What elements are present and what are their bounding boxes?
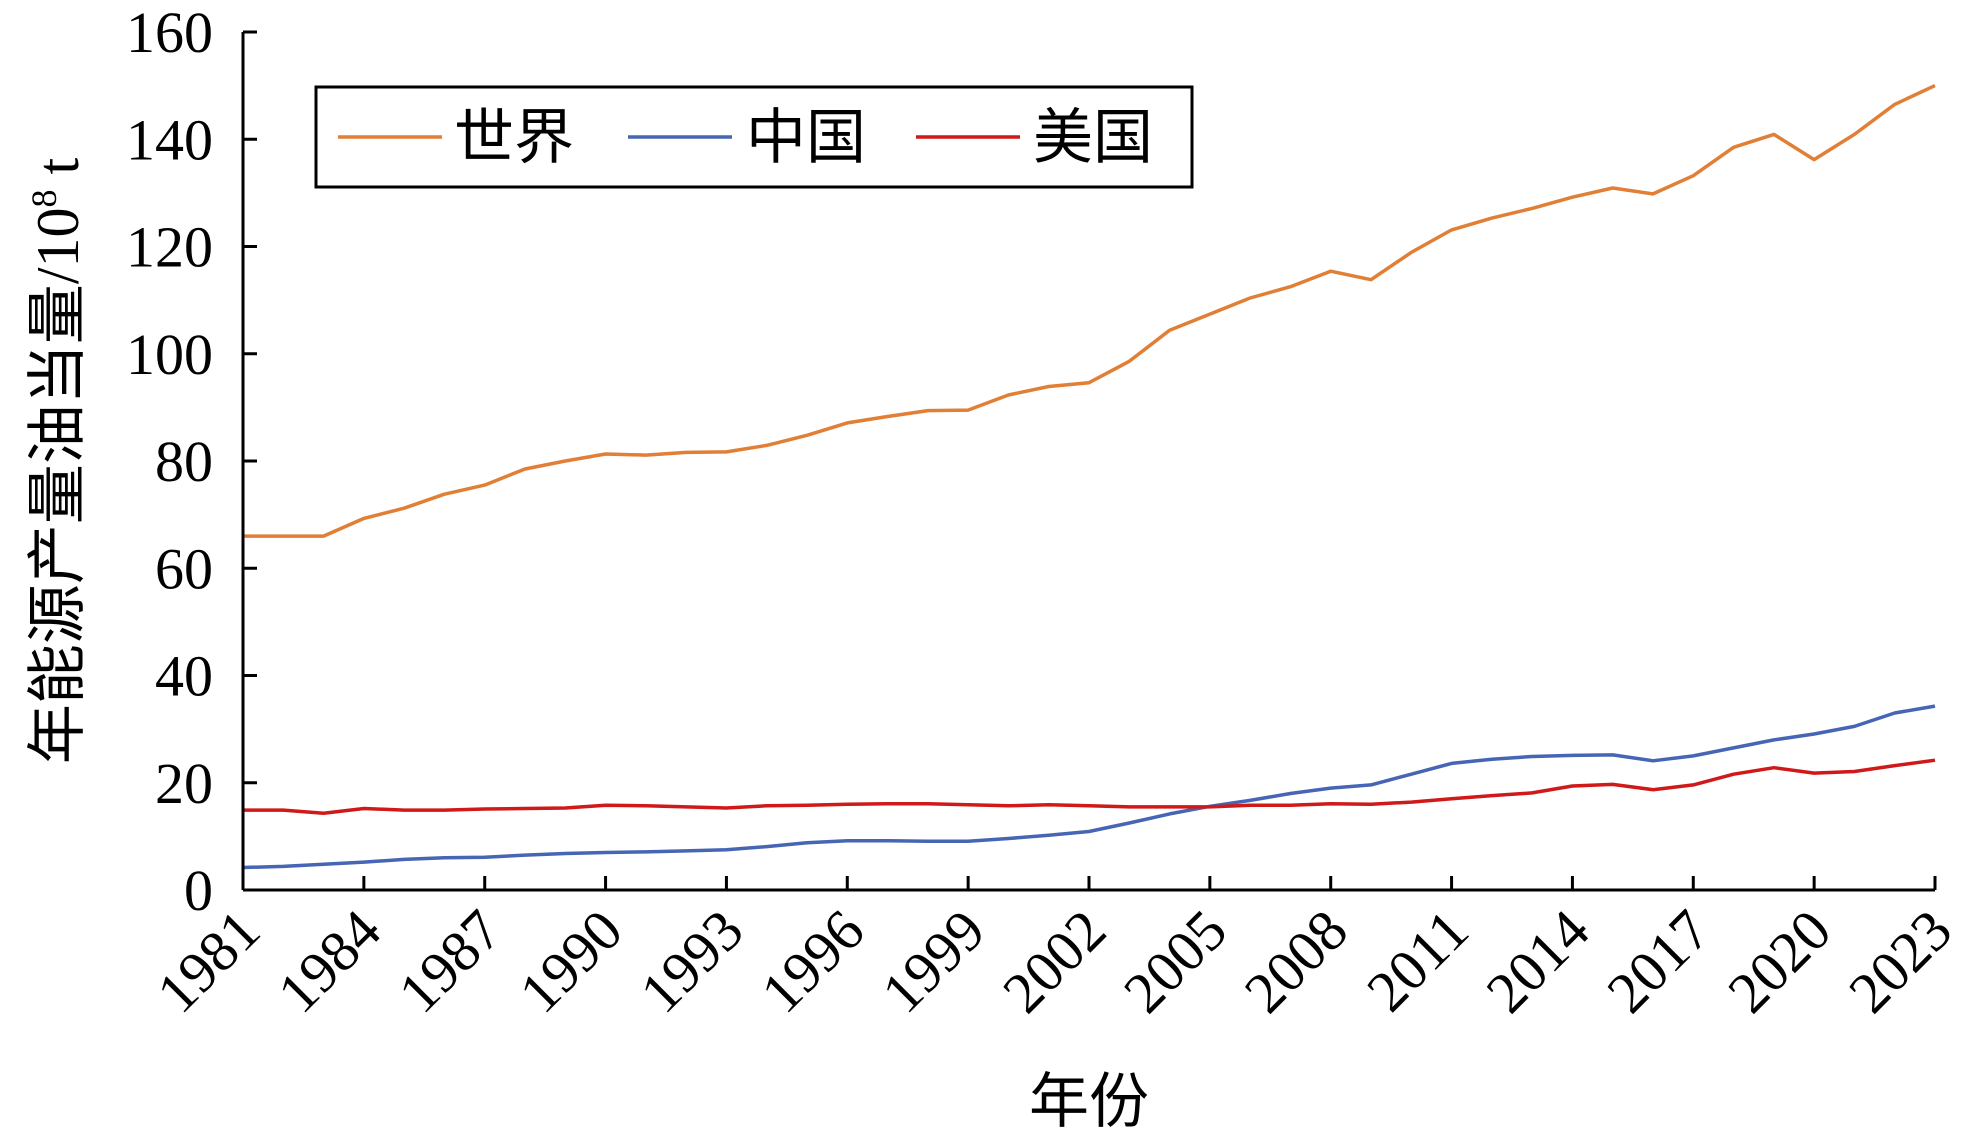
legend: 世界 中国 美国 bbox=[314, 85, 1194, 189]
y-tick-label: 80 bbox=[155, 429, 213, 494]
y-tick-label: 120 bbox=[126, 215, 213, 280]
y-tick-label: 20 bbox=[155, 751, 213, 816]
x-tick-label: 1981 bbox=[144, 897, 272, 1025]
y-axis-title-main: 年能源产量油当量/10 bbox=[25, 208, 91, 765]
x-tick-label: 2008 bbox=[1232, 897, 1360, 1025]
x-tick-label: 1993 bbox=[628, 897, 756, 1025]
x-axis-title: 年份 bbox=[1029, 1069, 1149, 1134]
legend-label: 世界 bbox=[454, 105, 574, 171]
legend-label: 美国 bbox=[1033, 105, 1153, 171]
axes bbox=[241, 30, 1937, 892]
y-tick-label: 60 bbox=[155, 536, 213, 601]
series-line-中国 bbox=[242, 704, 1936, 870]
y-tick-label: 100 bbox=[126, 322, 213, 387]
x-tick-label: 1987 bbox=[386, 897, 514, 1025]
series-layer bbox=[242, 84, 1936, 870]
x-tick-label: 2020 bbox=[1715, 897, 1843, 1025]
x-tick-label: 1984 bbox=[265, 897, 393, 1025]
legend-box bbox=[314, 85, 1194, 189]
x-tick-label: 1990 bbox=[507, 897, 635, 1025]
x-tick-label: 1999 bbox=[869, 897, 997, 1025]
y-tick-label: 140 bbox=[126, 107, 213, 172]
legend-label: 中国 bbox=[746, 105, 866, 171]
y-tick-label: 0 bbox=[184, 858, 213, 923]
y-tick-label: 160 bbox=[126, 0, 213, 65]
x-tick-label: 1996 bbox=[748, 897, 876, 1025]
y-axis-title-superscript: 8 bbox=[24, 190, 64, 208]
series-line-世界 bbox=[243, 84, 1936, 538]
y-axis-title-unit: t bbox=[25, 158, 91, 190]
y-tick-label: 40 bbox=[155, 644, 213, 709]
x-tick-label: 2002 bbox=[990, 897, 1118, 1025]
series-line-美国 bbox=[243, 758, 1936, 816]
y-axis-title: 年能源产量油当量/108 t bbox=[24, 158, 91, 765]
x-tick-label: 2014 bbox=[1474, 897, 1602, 1025]
x-tick-label: 2023 bbox=[1836, 897, 1964, 1025]
x-tick-label: 2017 bbox=[1594, 897, 1722, 1025]
x-tick-label: 2005 bbox=[1111, 897, 1239, 1025]
x-tick-label: 2011 bbox=[1354, 897, 1480, 1023]
